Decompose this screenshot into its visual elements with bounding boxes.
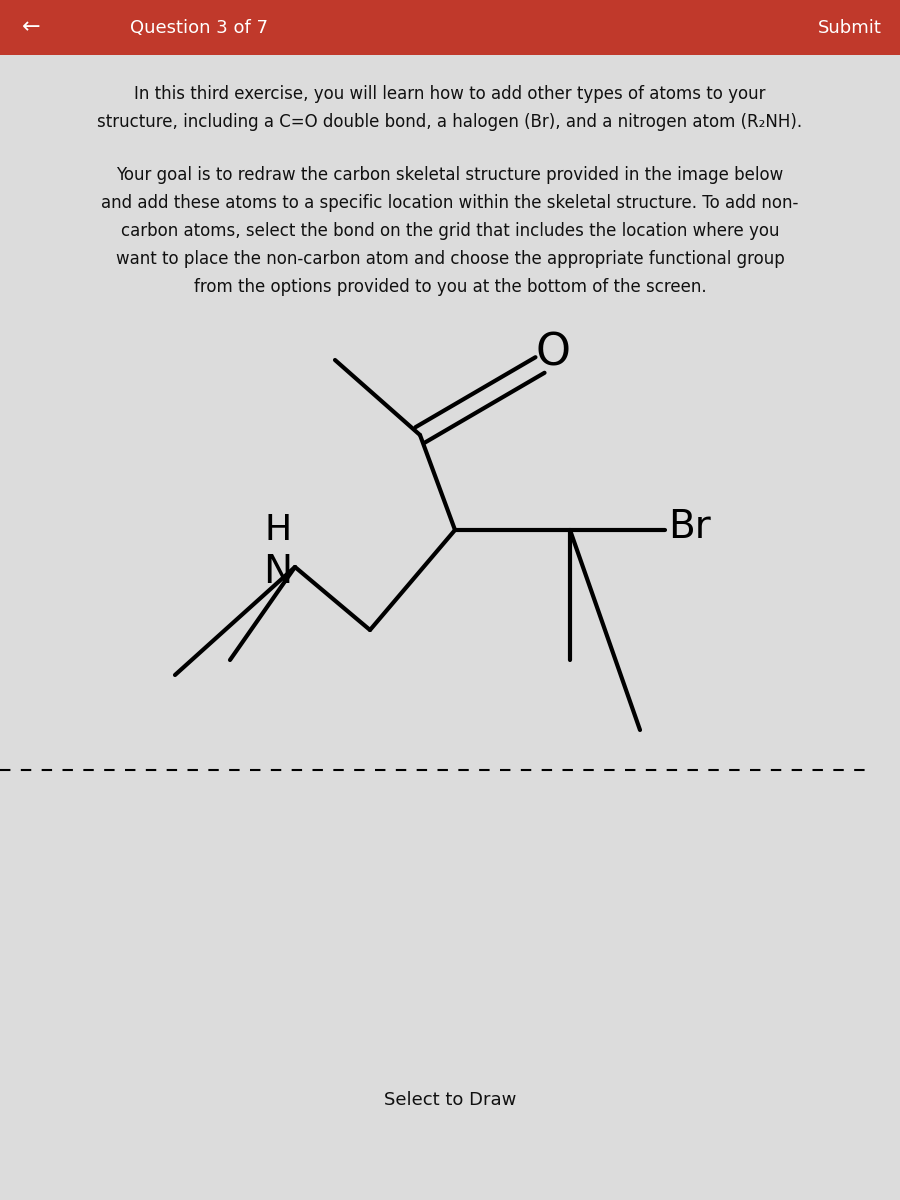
Text: H: H: [265, 514, 292, 547]
Text: carbon atoms, select the bond on the grid that includes the location where you: carbon atoms, select the bond on the gri…: [121, 222, 779, 240]
Text: Your goal is to redraw the carbon skeletal structure provided in the image below: Your goal is to redraw the carbon skelet…: [116, 166, 784, 184]
Text: structure, including a C=O double bond, a halogen (Br), and a nitrogen atom (R₂N: structure, including a C=O double bond, …: [97, 113, 803, 131]
Text: Question 3 of 7: Question 3 of 7: [130, 18, 268, 36]
Text: Br: Br: [668, 508, 711, 546]
Text: O: O: [536, 331, 571, 374]
Text: want to place the non-carbon atom and choose the appropriate functional group: want to place the non-carbon atom and ch…: [115, 250, 785, 268]
Bar: [0, 0, 900, 55]
Text: Submit: Submit: [818, 18, 882, 36]
Text: ←: ←: [22, 18, 40, 37]
Text: N: N: [264, 553, 292, 590]
Text: from the options provided to you at the bottom of the screen.: from the options provided to you at the …: [194, 278, 706, 296]
Text: and add these atoms to a specific location within the skeletal structure. To add: and add these atoms to a specific locati…: [102, 194, 798, 212]
Text: Select to Draw: Select to Draw: [383, 1091, 517, 1109]
Text: In this third exercise, you will learn how to add other types of atoms to your: In this third exercise, you will learn h…: [134, 85, 766, 103]
